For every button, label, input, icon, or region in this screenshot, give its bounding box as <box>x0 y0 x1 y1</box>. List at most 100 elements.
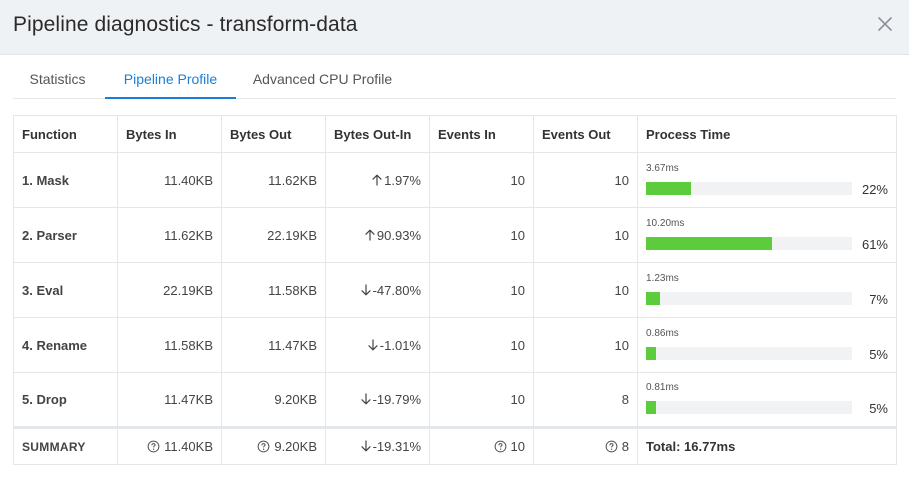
process-time-cell: 3.67ms 22% <box>637 152 897 208</box>
events-in: 10 <box>429 317 534 373</box>
question-circle-icon[interactable] <box>257 440 270 453</box>
events-in: 10 <box>429 207 534 263</box>
column-header: Function <box>13 115 118 153</box>
bytes-in: 22.19KB <box>117 262 222 318</box>
bytes-out: 11.58KB <box>221 262 326 318</box>
events-in: 10 <box>429 262 534 318</box>
function-name: 3. Eval <box>13 262 118 318</box>
bytes-delta-value: -19.79% <box>372 392 421 407</box>
process-time-ms: 1.23ms <box>646 272 679 284</box>
process-time-bar-fill <box>646 291 661 305</box>
summary-row: SUMMARY 11.40KB 9.20KB -19.31% 10 8 Tota… <box>13 426 897 465</box>
events-out: 8 <box>533 372 638 428</box>
process-time-percent: 22% <box>861 181 888 197</box>
function-name: 4. Rename <box>13 317 118 373</box>
summary-bytes-out: 9.20KB <box>221 426 326 465</box>
summary-total-time: Total: 16.77ms <box>637 426 897 465</box>
close-icon[interactable] <box>873 12 897 36</box>
function-name: 2. Parser <box>13 207 118 263</box>
process-time-bar-track <box>646 346 852 360</box>
arrow-up-icon <box>364 229 376 241</box>
bytes-delta: -19.79% <box>325 372 430 428</box>
arrow-down-icon <box>360 283 372 296</box>
summary-events-out: 8 <box>533 426 638 465</box>
bytes-out: 11.62KB <box>221 152 326 208</box>
process-time-bar-track <box>646 236 852 250</box>
summary-bytes-in: 11.40KB <box>117 426 222 465</box>
arrow-down-icon <box>360 440 372 452</box>
question-circle-icon[interactable] <box>147 440 160 453</box>
events-out: 10 <box>533 152 638 208</box>
bytes-delta-value: 1.97% <box>384 172 421 188</box>
tab-bar: Statistics Pipeline Profile Advanced CPU… <box>13 56 896 99</box>
bytes-delta: 90.93% <box>325 207 430 263</box>
bytes-delta-value: 90.93% <box>376 227 421 243</box>
column-header: Events Out <box>533 115 638 153</box>
bytes-out: 11.47KB <box>221 317 326 373</box>
process-time-ms: 10.20ms <box>646 217 685 229</box>
summary-delta: -19.31% <box>325 426 430 465</box>
events-in: 10 <box>429 372 534 428</box>
process-time-percent: 5% <box>869 401 888 416</box>
question-circle-icon[interactable] <box>605 440 618 453</box>
process-time-cell: 0.86ms 5% <box>637 317 897 373</box>
question-circle-icon[interactable] <box>494 440 507 453</box>
tab-statistics[interactable]: Statistics <box>29 71 86 87</box>
process-time-bar-track <box>646 181 852 195</box>
process-time-bar-fill <box>646 181 692 195</box>
process-time-bar-track <box>646 291 852 305</box>
arrow-down-icon <box>360 393 372 405</box>
dialog-title: Pipeline diagnostics - transform-data <box>13 13 358 36</box>
bytes-out: 9.20KB <box>221 372 326 428</box>
bytes-delta-value: -1.01% <box>379 337 421 353</box>
tab-pipeline-profile[interactable]: Pipeline Profile <box>105 56 236 99</box>
process-time-ms: 3.67ms <box>646 162 679 174</box>
events-in: 10 <box>429 152 534 208</box>
arrow-up-icon <box>371 174 383 186</box>
profile-table: Function Bytes In Bytes Out Bytes Out-In… <box>13 115 897 465</box>
process-time-ms: 0.86ms <box>646 327 679 339</box>
summary-events-in: 10 <box>429 426 534 465</box>
process-time-cell: 1.23ms 7% <box>637 262 897 318</box>
process-time-cell: 10.20ms 61% <box>637 207 897 263</box>
bytes-in: 11.62KB <box>117 207 222 263</box>
summary-bytes-out-value: 9.20KB <box>274 439 317 454</box>
function-name: 1. Mask <box>13 152 118 208</box>
process-time-bar-fill <box>646 401 657 414</box>
process-time-cell: 0.81ms 5% <box>637 372 897 428</box>
bytes-in: 11.47KB <box>117 372 222 428</box>
column-header: Events In <box>429 115 534 153</box>
process-time-percent: 5% <box>869 346 888 362</box>
table-row: 4. Rename 11.58KB 11.47KB -1.01% 10 10 0.86ms 5… <box>13 317 897 373</box>
bytes-in: 11.58KB <box>117 317 222 373</box>
table-row: 5. Drop 11.47KB 9.20KB -19.79% 10 8 0.81ms 5% <box>13 372 897 428</box>
column-header: Bytes Out-In <box>325 115 430 153</box>
process-time-percent: 61% <box>861 236 888 252</box>
events-out: 10 <box>533 207 638 263</box>
table-header-row: Function Bytes In Bytes Out Bytes Out-In… <box>13 115 897 153</box>
dialog-header: Pipeline diagnostics - transform-data <box>0 0 909 55</box>
function-name: 5. Drop <box>13 372 118 428</box>
summary-delta-value: -19.31% <box>372 439 421 454</box>
bytes-out: 22.19KB <box>221 207 326 263</box>
bytes-delta-value: -47.80% <box>372 282 421 298</box>
arrow-down-icon <box>367 338 379 351</box>
table-row: 1. Mask 11.40KB 11.62KB 1.97% 10 10 3.67ms 22% <box>13 152 897 208</box>
process-time-bar-track <box>646 401 852 414</box>
process-time-bar-fill <box>646 236 772 250</box>
table-row: 2. Parser 11.62KB 22.19KB 90.93% 10 10 10.20ms… <box>13 207 897 263</box>
bytes-delta: -47.80% <box>325 262 430 318</box>
events-out: 10 <box>533 262 638 318</box>
table-row: 3. Eval 22.19KB 11.58KB -47.80% 10 10 1.23ms 7% <box>13 262 897 318</box>
column-header: Bytes Out <box>221 115 326 153</box>
process-time-ms: 0.81ms <box>646 382 679 393</box>
bytes-in: 11.40KB <box>117 152 222 208</box>
summary-label: SUMMARY <box>13 426 118 465</box>
summary-events-in-value: 10 <box>510 439 525 454</box>
table-body: 1. Mask 11.40KB 11.62KB 1.97% 10 10 3.67ms 22% 2… <box>13 152 897 465</box>
events-out: 10 <box>533 317 638 373</box>
bytes-delta: -1.01% <box>325 317 430 373</box>
column-header: Process Time <box>637 115 897 153</box>
tab-advanced-cpu-profile[interactable]: Advanced CPU Profile <box>252 71 393 87</box>
bytes-delta: 1.97% <box>325 152 430 208</box>
